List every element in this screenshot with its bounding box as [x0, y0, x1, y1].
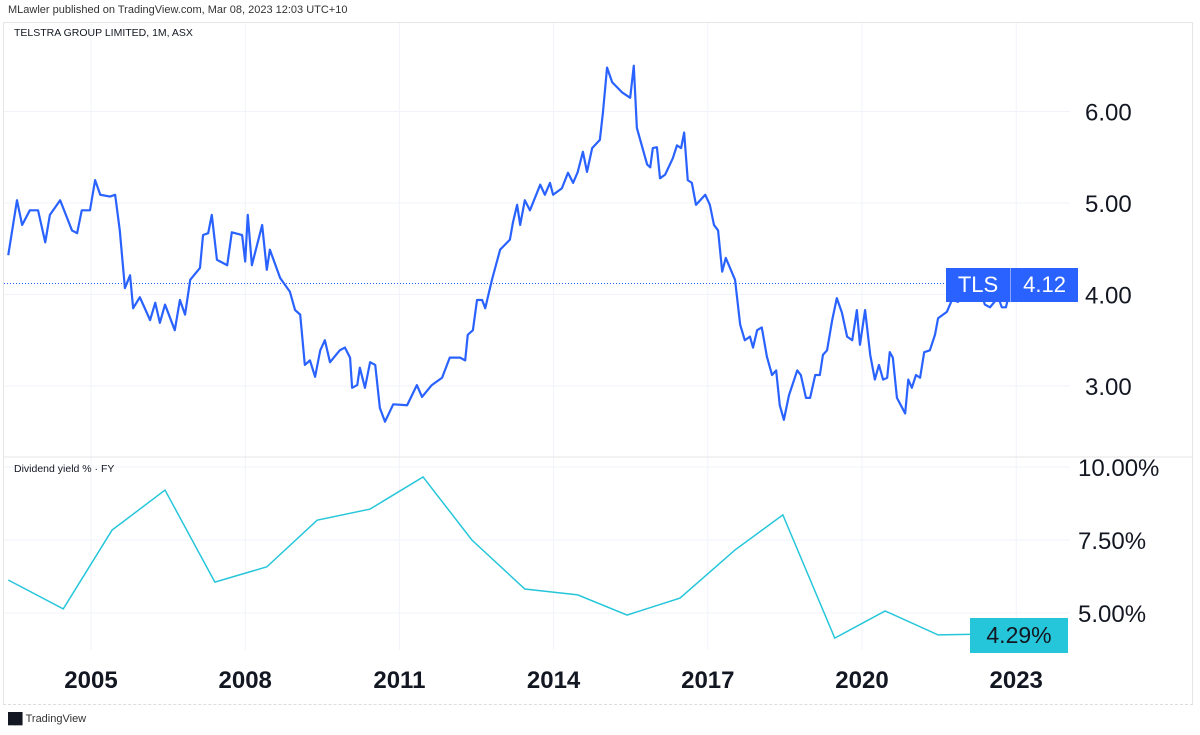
x-tick-label: 2020	[835, 667, 888, 694]
chart-frame	[3, 22, 1193, 705]
yield-tick-label: 10.00%	[1078, 455, 1159, 482]
symbol-label: TLS	[957, 272, 999, 297]
price-badge: TLS 4.12	[945, 268, 1078, 302]
x-tick-label: 2011	[373, 667, 425, 694]
yield-badge: 4.29%	[970, 618, 1068, 653]
tradingview-logo-icon[interactable]: ██	[8, 713, 23, 725]
footer: ██ TradingView	[8, 713, 86, 725]
last-price: 4.12	[1023, 272, 1066, 297]
price-tick-label: 6.00	[1085, 100, 1132, 127]
price-tick-label: 5.00	[1085, 191, 1132, 218]
x-tick-label: 2005	[64, 667, 117, 694]
x-tick-label: 2023	[990, 667, 1043, 694]
yield-tick-label: 5.00%	[1078, 601, 1146, 628]
brand-name[interactable]: TradingView	[25, 713, 87, 725]
price-tick-label: 4.00	[1085, 283, 1132, 310]
yield-series-line[interactable]	[7, 475, 990, 640]
price-series-line[interactable]	[7, 64, 1015, 423]
x-tick-label: 2014	[527, 667, 581, 694]
symbol-title: TELSTRA GROUP LIMITED, 1M, ASX	[14, 27, 193, 39]
x-tick-label: 2008	[219, 667, 272, 694]
published-caption: MLawler published on TradingView.com, Ma…	[8, 4, 348, 16]
yield-tick-label: 7.50%	[1078, 528, 1146, 555]
badge-divider	[1010, 268, 1012, 302]
x-tick-label: 2017	[681, 667, 734, 694]
indicator-title: Dividend yield % · FY	[14, 463, 115, 475]
price-tick-label: 3.00	[1085, 374, 1132, 401]
